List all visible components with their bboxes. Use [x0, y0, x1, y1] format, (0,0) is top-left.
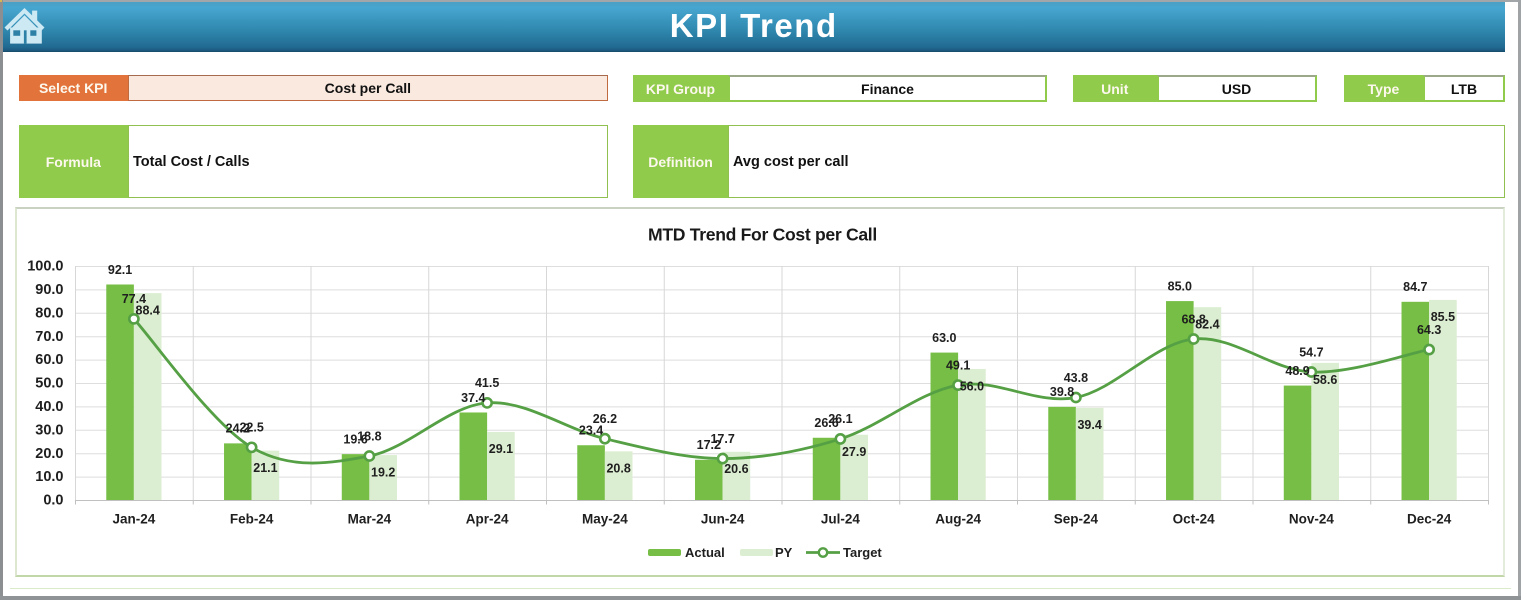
svg-text:27.9: 27.9	[842, 445, 866, 459]
svg-text:49.1: 49.1	[946, 358, 970, 372]
svg-text:18.8: 18.8	[357, 429, 381, 443]
svg-text:80.0: 80.0	[35, 305, 63, 321]
svg-text:30.0: 30.0	[35, 422, 63, 438]
svg-text:0.0: 0.0	[43, 493, 63, 509]
svg-text:85.5: 85.5	[1431, 310, 1455, 324]
svg-text:90.0: 90.0	[35, 282, 63, 298]
svg-text:21.1: 21.1	[253, 461, 277, 475]
svg-text:92.1: 92.1	[108, 263, 132, 277]
svg-text:Actual: Actual	[685, 545, 725, 560]
svg-text:Target: Target	[843, 545, 882, 560]
svg-text:37.4: 37.4	[461, 391, 485, 405]
svg-text:64.3: 64.3	[1417, 323, 1441, 337]
svg-text:85.0: 85.0	[1168, 279, 1192, 293]
svg-text:19.2: 19.2	[371, 465, 395, 479]
svg-text:Sep-24: Sep-24	[1054, 512, 1099, 527]
svg-text:17.7: 17.7	[710, 432, 734, 446]
svg-text:Oct-24: Oct-24	[1173, 512, 1216, 527]
svg-text:Apr-24: Apr-24	[466, 512, 509, 527]
svg-text:Jul-24: Jul-24	[821, 512, 861, 527]
svg-text:Nov-24: Nov-24	[1289, 512, 1335, 527]
svg-text:22.5: 22.5	[239, 421, 263, 435]
svg-text:Jan-24: Jan-24	[112, 512, 155, 527]
svg-text:60.0: 60.0	[35, 352, 63, 368]
svg-text:58.6: 58.6	[1313, 373, 1337, 387]
svg-text:19.6: 19.6	[343, 432, 367, 446]
svg-text:88.4: 88.4	[136, 303, 160, 317]
svg-text:100.0: 100.0	[27, 259, 63, 275]
svg-text:24.2: 24.2	[226, 422, 250, 436]
svg-text:26.2: 26.2	[593, 412, 617, 426]
svg-text:82.4: 82.4	[1195, 317, 1219, 331]
svg-text:Mar-24: Mar-24	[348, 512, 392, 527]
svg-text:77.4: 77.4	[122, 292, 146, 306]
svg-text:20.0: 20.0	[35, 446, 63, 462]
svg-text:40.0: 40.0	[35, 399, 63, 415]
svg-text:Aug-24: Aug-24	[935, 512, 981, 527]
svg-text:20.8: 20.8	[606, 462, 630, 476]
svg-text:Jun-24: Jun-24	[701, 512, 745, 527]
svg-text:10.0: 10.0	[35, 469, 63, 485]
svg-text:63.0: 63.0	[932, 331, 956, 345]
svg-text:PY: PY	[775, 545, 793, 560]
svg-text:54.7: 54.7	[1299, 345, 1323, 359]
svg-text:50.0: 50.0	[35, 376, 63, 392]
svg-text:May-24: May-24	[582, 512, 628, 527]
svg-text:29.1: 29.1	[489, 442, 513, 456]
svg-text:26.6: 26.6	[814, 416, 838, 430]
svg-text:48.9: 48.9	[1285, 364, 1309, 378]
svg-text:68.8: 68.8	[1181, 312, 1205, 326]
svg-text:39.4: 39.4	[1077, 418, 1101, 432]
svg-text:Feb-24: Feb-24	[230, 512, 274, 527]
svg-text:20.6: 20.6	[724, 462, 748, 476]
svg-text:Dec-24: Dec-24	[1407, 512, 1452, 527]
svg-text:MTD Trend For Cost per Call: MTD Trend For Cost per Call	[648, 224, 877, 244]
svg-text:23.4: 23.4	[579, 424, 603, 438]
svg-text:70.0: 70.0	[35, 329, 63, 345]
svg-text:17.2: 17.2	[697, 438, 721, 452]
svg-text:43.8: 43.8	[1064, 371, 1088, 385]
svg-text:26.1: 26.1	[828, 412, 852, 426]
svg-text:84.7: 84.7	[1403, 280, 1427, 294]
svg-text:41.5: 41.5	[475, 376, 499, 390]
svg-text:39.8: 39.8	[1050, 385, 1074, 399]
svg-text:56.0: 56.0	[960, 379, 984, 393]
